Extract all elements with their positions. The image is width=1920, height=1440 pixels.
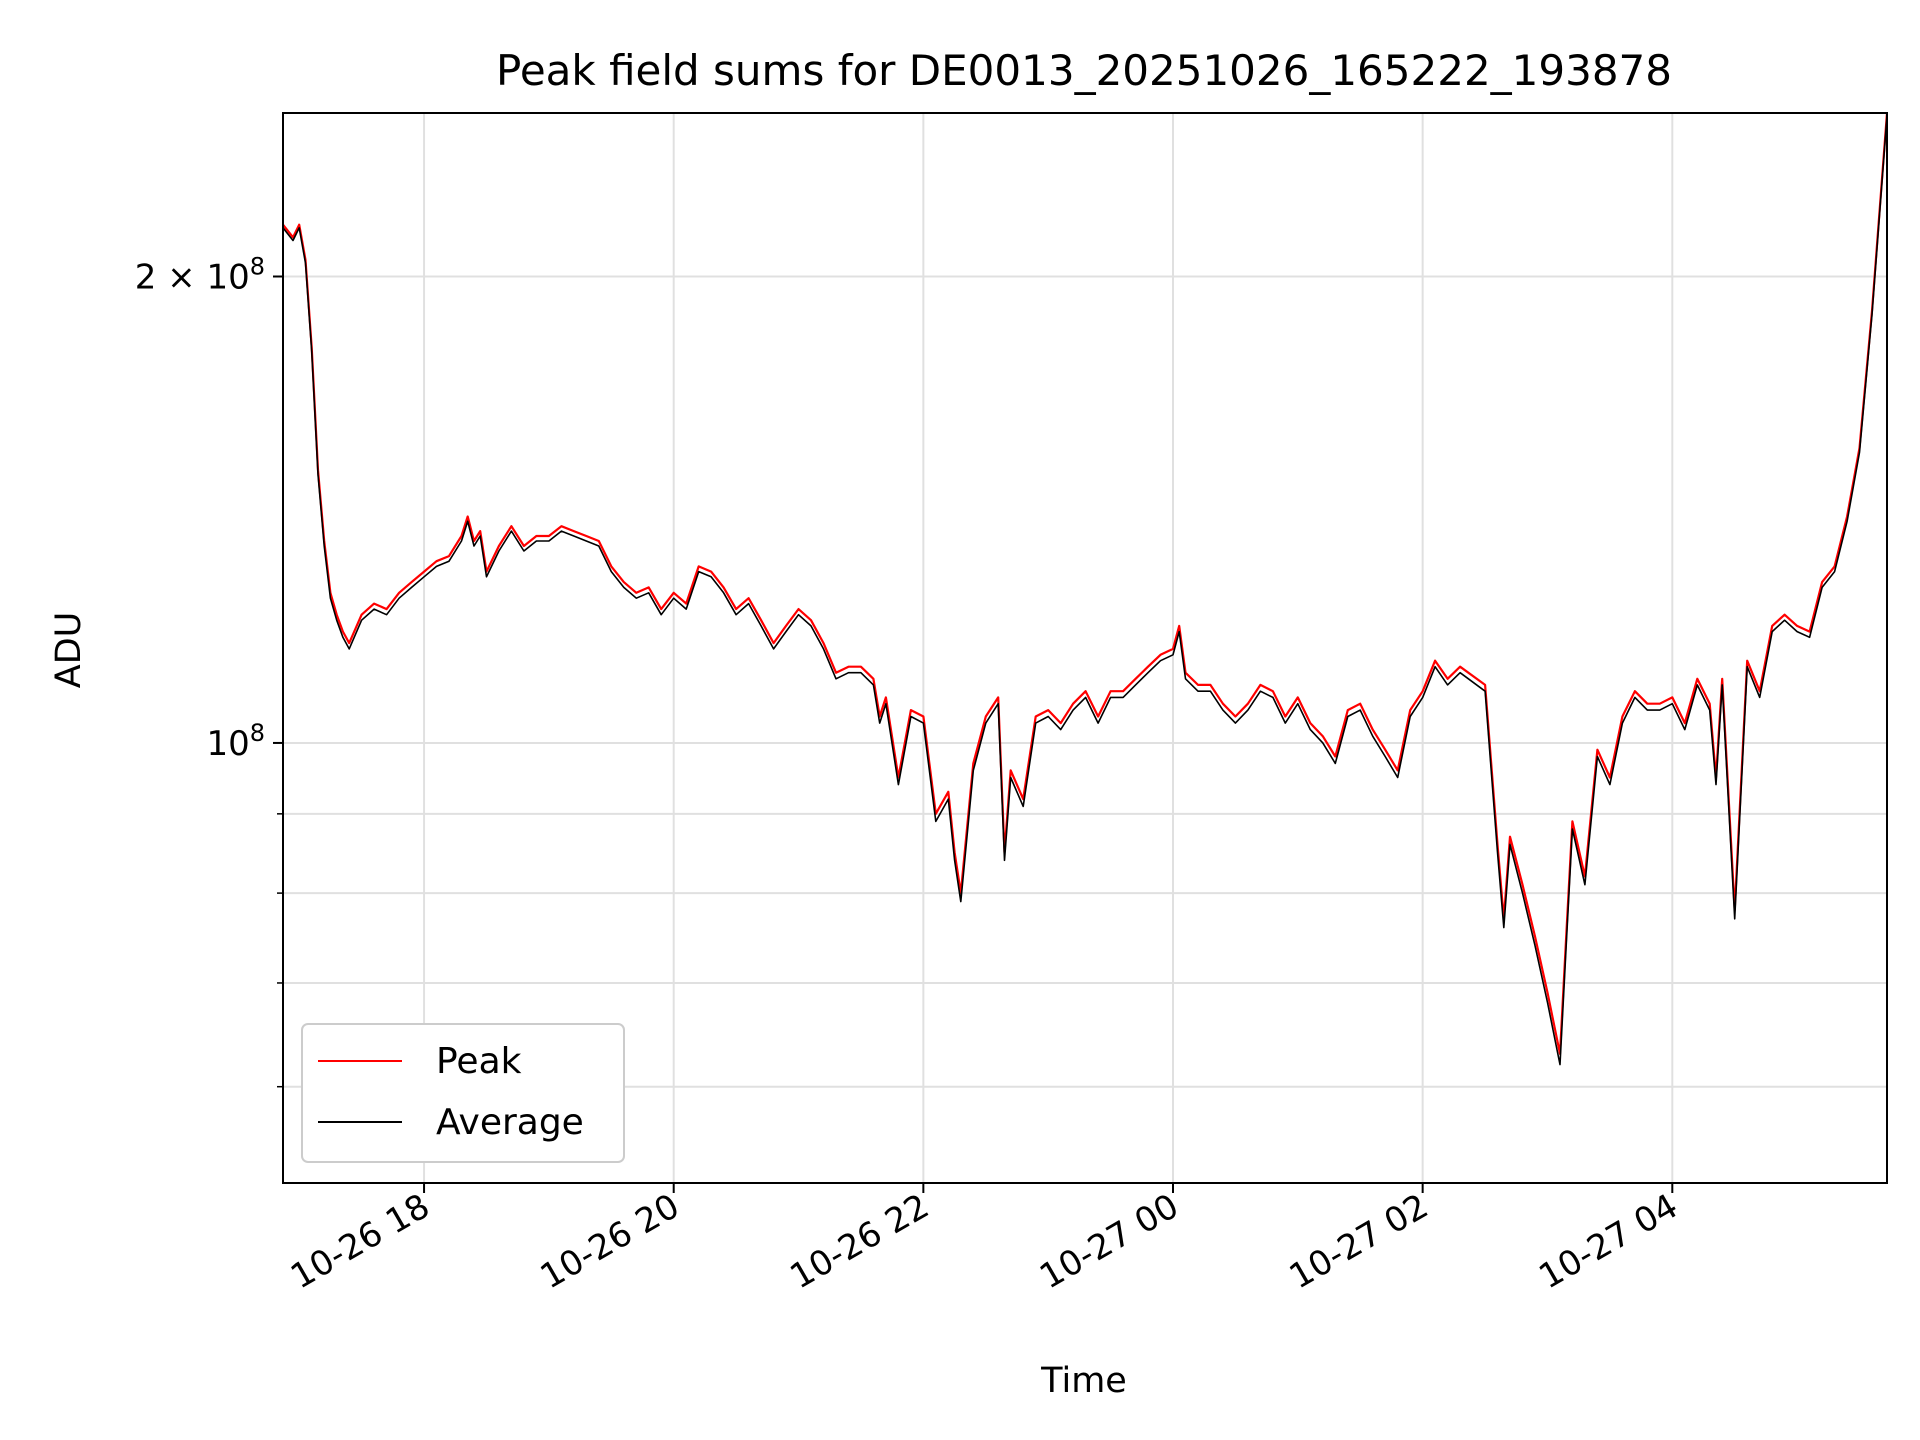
x-axis-label: Time: [1040, 1361, 1127, 1401]
y-tick-label: 2 × 108: [135, 252, 265, 297]
plot-frame: [282, 112, 1888, 1184]
legend-label-average: Average: [436, 1102, 584, 1143]
legend-box: [301, 1023, 625, 1163]
legend-label-peak: Peak: [436, 1041, 522, 1082]
y-axis-label: ADU: [49, 612, 89, 689]
peak-series-line: [283, 113, 1887, 1056]
legend: Peak Average: [301, 1023, 625, 1163]
y-tick-label: 108: [206, 719, 265, 764]
average-series-line: [283, 115, 1887, 1066]
series-lines: [283, 113, 1887, 1066]
chart-title: Peak field sums for DE0013_20251026_1652…: [496, 46, 1672, 95]
